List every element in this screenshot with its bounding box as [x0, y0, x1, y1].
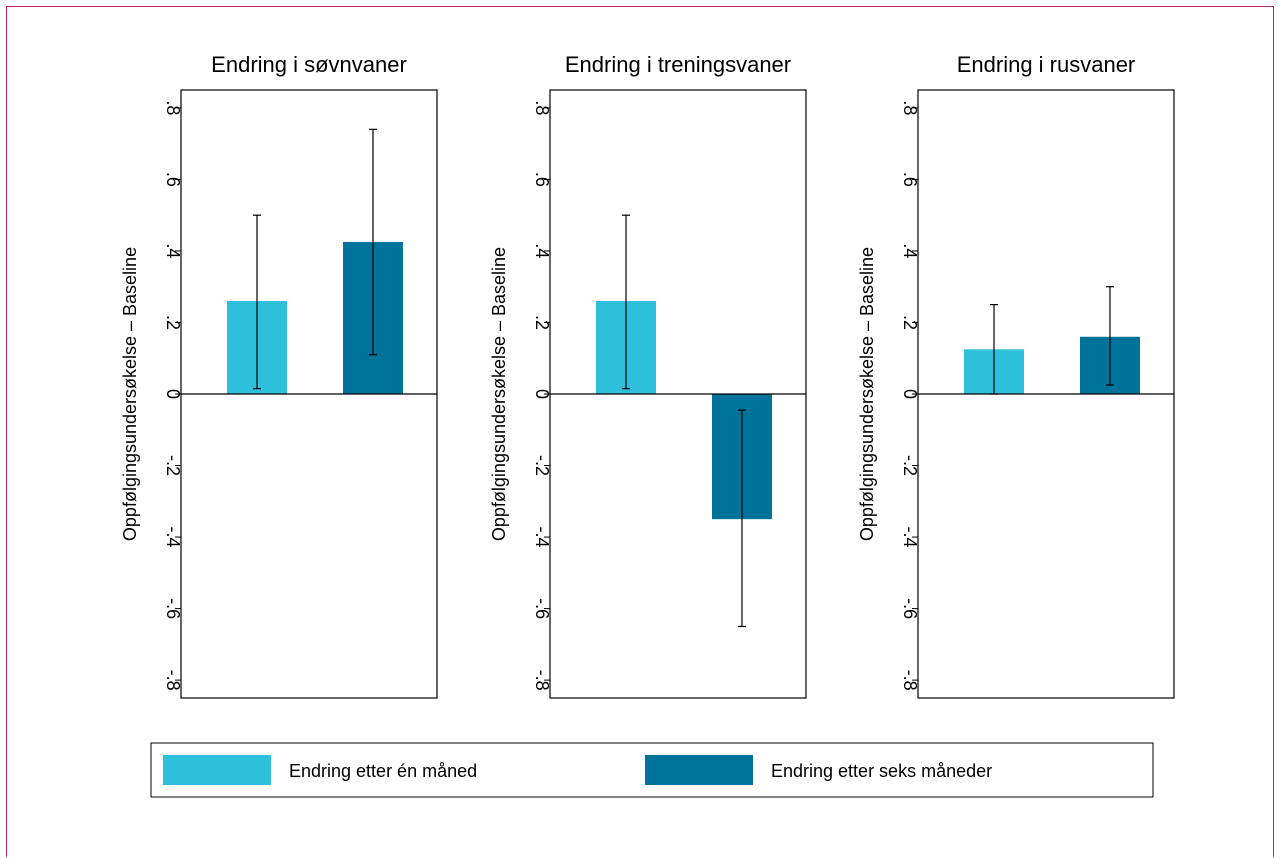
y-tick-label: -.8	[532, 670, 552, 691]
y-tick-label: -.6	[163, 598, 183, 619]
panel-title: Endring i rusvaner	[957, 52, 1136, 77]
y-tick-label: 0	[900, 389, 920, 399]
y-tick-label: -.8	[900, 670, 920, 691]
chart-panels: Endring i søvnvaner .8 .6 .4 .2 0 -.2 -.4 -.6 -.8…	[120, 52, 1175, 699]
panel-3: Endring i rusvaner .8 .6 .4 .2 0 -.2 -.4 -.6 -.8 O…	[857, 52, 1175, 699]
y-tick-label: .6	[900, 172, 920, 187]
y-tick-label: -.2	[163, 455, 183, 476]
y-tick-label: .6	[163, 172, 183, 187]
figure-frame	[6, 6, 1274, 857]
legend-swatch-one-month	[163, 755, 271, 785]
y-tick-label: .4	[163, 243, 183, 258]
panel-1: Endring i søvnvaner .8 .6 .4 .2 0 -.2 -.4 -.6 -.8…	[120, 52, 438, 699]
y-tick-label: .2	[532, 315, 552, 330]
y-axis-label: Oppfølgingsundersøkelse – Baseline	[120, 247, 140, 541]
y-tick-label: .2	[900, 315, 920, 330]
legend-swatch-six-months	[645, 755, 753, 785]
y-tick-label: .8	[532, 100, 552, 115]
y-tick-label: 0	[163, 389, 183, 399]
y-tick-label: .4	[900, 243, 920, 258]
y-tick-label: -.2	[532, 455, 552, 476]
y-tick-label: .8	[163, 100, 183, 115]
y-tick-label: -.2	[900, 455, 920, 476]
y-tick-label: -.4	[900, 527, 920, 548]
y-axis-label: Oppfølgingsundersøkelse – Baseline	[857, 247, 877, 541]
legend-label-six-months: Endring etter seks måneder	[771, 761, 992, 781]
y-tick-label: -.4	[532, 527, 552, 548]
panel-title: Endring i treningsvaner	[565, 52, 791, 77]
y-tick-label: -.6	[900, 598, 920, 619]
y-tick-label: -.4	[163, 527, 183, 548]
legend-box	[150, 742, 1154, 798]
y-tick-label: -.8	[163, 670, 183, 691]
y-tick-label: .4	[532, 243, 552, 258]
y-tick-label: -.6	[532, 598, 552, 619]
y-tick-label: .6	[532, 172, 552, 187]
panel-title: Endring i søvnvaner	[211, 52, 407, 77]
y-tick-label: 0	[532, 389, 552, 399]
y-tick-label: .8	[900, 100, 920, 115]
legend-label-one-month: Endring etter én måned	[289, 761, 477, 781]
y-axis-label: Oppfølgingsundersøkelse – Baseline	[489, 247, 509, 541]
legend: Endring etter én måned Endring etter sek…	[150, 742, 1154, 798]
y-tick-label: .2	[163, 315, 183, 330]
panel-2: Endring i treningsvaner .8 .6 .4 .2 0 -.2 -.4 -.…	[489, 52, 807, 699]
